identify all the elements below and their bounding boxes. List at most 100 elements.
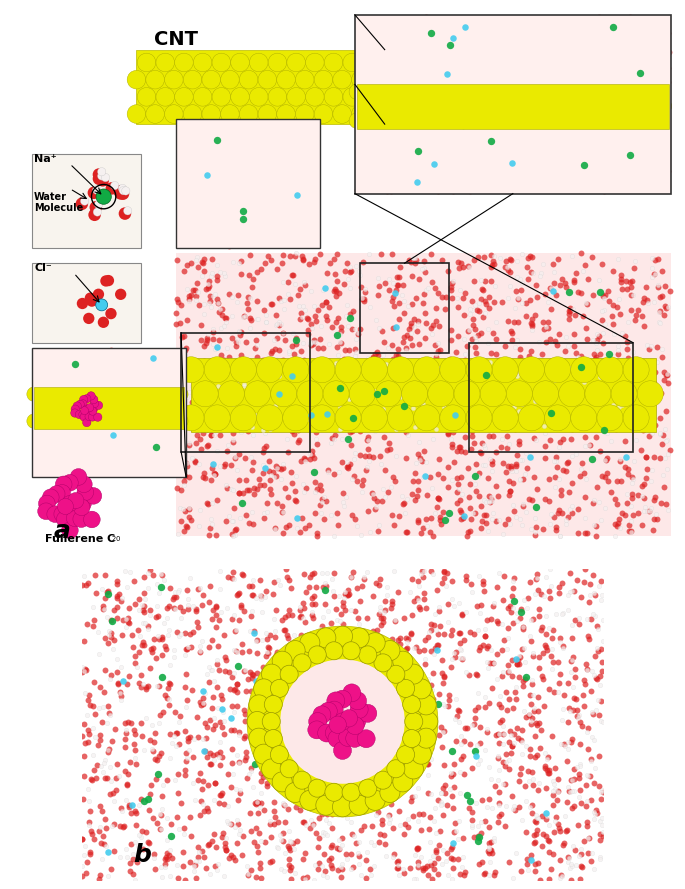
Point bbox=[180, 119, 191, 133]
Point bbox=[264, 770, 275, 784]
Point bbox=[345, 425, 356, 439]
Point bbox=[253, 723, 264, 737]
Point bbox=[181, 754, 192, 768]
Point bbox=[378, 115, 389, 129]
Point bbox=[261, 364, 272, 379]
Point bbox=[447, 292, 458, 306]
Point bbox=[645, 63, 656, 77]
Point bbox=[308, 670, 319, 685]
Point bbox=[408, 148, 419, 162]
Point bbox=[408, 52, 419, 67]
Point bbox=[538, 671, 549, 685]
Point bbox=[221, 207, 232, 221]
Point bbox=[419, 306, 430, 320]
Point bbox=[429, 143, 440, 157]
Point bbox=[460, 182, 471, 196]
Point bbox=[490, 103, 501, 117]
Point bbox=[234, 755, 245, 769]
Point bbox=[621, 282, 632, 296]
Point bbox=[563, 509, 574, 524]
Point bbox=[382, 651, 393, 665]
Point bbox=[473, 135, 484, 149]
Point bbox=[574, 617, 585, 631]
Point bbox=[574, 404, 585, 418]
Point bbox=[649, 511, 660, 525]
Point bbox=[453, 704, 464, 718]
Point bbox=[374, 572, 385, 586]
Point bbox=[482, 639, 493, 653]
Point bbox=[425, 787, 436, 801]
Point bbox=[183, 597, 194, 612]
Point bbox=[394, 160, 405, 174]
Point bbox=[596, 642, 607, 656]
Point bbox=[494, 513, 505, 527]
Point bbox=[471, 668, 482, 682]
Point bbox=[266, 417, 277, 431]
Point bbox=[483, 168, 494, 182]
Point bbox=[412, 141, 423, 156]
Point bbox=[572, 759, 583, 773]
Point bbox=[344, 399, 355, 413]
Point bbox=[447, 159, 458, 173]
Point bbox=[378, 412, 389, 426]
Point bbox=[211, 367, 222, 381]
Point bbox=[501, 747, 512, 761]
Point bbox=[385, 696, 396, 710]
Point bbox=[456, 729, 467, 743]
Point bbox=[327, 320, 338, 334]
Point bbox=[201, 333, 212, 348]
Point bbox=[501, 50, 512, 64]
Point bbox=[323, 465, 334, 479]
Point bbox=[402, 361, 413, 375]
Point bbox=[329, 267, 340, 281]
Point bbox=[202, 749, 213, 764]
Point bbox=[321, 405, 332, 420]
Point bbox=[286, 781, 297, 795]
Point bbox=[583, 272, 594, 286]
Point bbox=[400, 451, 411, 465]
Point bbox=[319, 281, 330, 295]
Point bbox=[208, 117, 219, 132]
Point bbox=[337, 741, 348, 756]
Point bbox=[460, 569, 471, 583]
Point bbox=[511, 657, 522, 671]
Point bbox=[563, 284, 574, 299]
Point bbox=[75, 385, 86, 399]
Point bbox=[457, 378, 468, 392]
Point bbox=[245, 609, 256, 623]
Point bbox=[451, 709, 462, 724]
Point bbox=[130, 806, 141, 821]
Point bbox=[622, 315, 633, 329]
Point bbox=[286, 783, 297, 797]
Point bbox=[172, 292, 183, 307]
Point bbox=[524, 60, 535, 75]
Point bbox=[601, 451, 612, 465]
Point bbox=[162, 773, 173, 788]
Point bbox=[470, 506, 481, 520]
Point bbox=[372, 372, 383, 387]
Point bbox=[425, 645, 436, 659]
Circle shape bbox=[249, 87, 268, 106]
Point bbox=[462, 340, 473, 354]
Point bbox=[393, 165, 403, 180]
Point bbox=[338, 486, 349, 501]
Point bbox=[395, 691, 406, 705]
Point bbox=[471, 165, 482, 180]
Point bbox=[541, 781, 552, 795]
Point bbox=[120, 396, 131, 410]
Point bbox=[463, 324, 474, 338]
Point bbox=[288, 347, 299, 361]
Point bbox=[593, 372, 604, 386]
Point bbox=[245, 684, 256, 698]
Point bbox=[456, 412, 467, 426]
Point bbox=[178, 845, 189, 859]
Point bbox=[197, 781, 208, 796]
Point bbox=[305, 682, 316, 696]
Point bbox=[98, 829, 109, 843]
Point bbox=[566, 784, 577, 798]
Point bbox=[347, 805, 358, 819]
Point bbox=[226, 612, 237, 626]
Point bbox=[566, 476, 577, 490]
Point bbox=[290, 758, 301, 773]
Point bbox=[456, 512, 466, 526]
